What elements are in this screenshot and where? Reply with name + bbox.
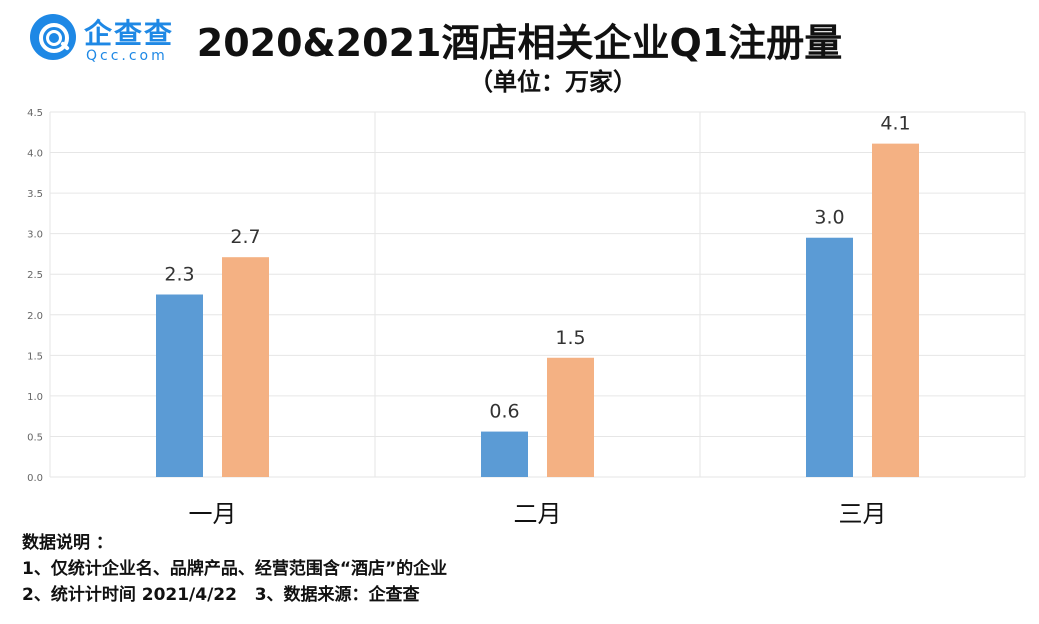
bar-value-label: 2.7 xyxy=(230,226,260,248)
bar-chart: 0.0 0.5 1.0 1.5 2.0 2.5 3.0 3.5 4.0 4.5 2.3 2.7 一月 0.… xyxy=(27,108,1026,528)
y-tick-label: 0.0 xyxy=(27,473,43,484)
y-tick-label: 4.5 xyxy=(27,108,43,119)
bar-value-label: 1.5 xyxy=(555,327,585,349)
qcc-logo-icon xyxy=(30,14,76,60)
bar xyxy=(547,357,594,477)
bar xyxy=(806,237,853,477)
data-notes: 数据说明 ： 1、仅统计企业名、品牌产品、经营范围含“酒店”的企业 2、统计计时… xyxy=(22,530,447,608)
x-category-label: 二月 xyxy=(514,500,562,528)
y-tick-label: 3.0 xyxy=(27,230,43,241)
notes-line-1: 1、仅统计企业名、品牌产品、经营范围含“酒店”的企业 xyxy=(22,559,448,579)
bar-value-label: 0.6 xyxy=(489,401,519,423)
y-tick-label: 2.0 xyxy=(27,311,43,322)
qcc-logo: 企查查 Qcc.com xyxy=(30,14,180,66)
bar xyxy=(156,294,203,477)
y-tick-label: 1.5 xyxy=(27,351,43,362)
x-category-label: 三月 xyxy=(839,500,887,528)
chart-unit: （单位：万家） xyxy=(469,68,637,96)
y-tick-label: 3.5 xyxy=(27,189,43,200)
logo-name-cn: 企查查 xyxy=(84,17,175,50)
bar xyxy=(872,143,919,477)
y-tick-label: 4.0 xyxy=(27,149,43,160)
x-category-label: 一月 xyxy=(189,500,237,528)
chart-title: 2020&2021酒店相关企业Q1注册量 xyxy=(196,21,843,65)
y-tick-label: 2.5 xyxy=(27,270,43,281)
bar-value-label: 3.0 xyxy=(814,207,844,229)
y-tick-label: 0.5 xyxy=(27,432,43,443)
y-tick-label: 1.0 xyxy=(27,392,43,403)
bar xyxy=(481,431,528,477)
bar-value-label: 2.3 xyxy=(164,264,194,286)
bar-value-label: 4.1 xyxy=(880,113,910,135)
bar xyxy=(222,257,269,477)
notes-heading: 数据说明 ： xyxy=(22,533,113,553)
notes-line-2: 2、统计计时间 2021/4/22 3、数据来源：企查查 xyxy=(22,585,420,605)
logo-name-en: Qcc.com xyxy=(86,48,168,64)
